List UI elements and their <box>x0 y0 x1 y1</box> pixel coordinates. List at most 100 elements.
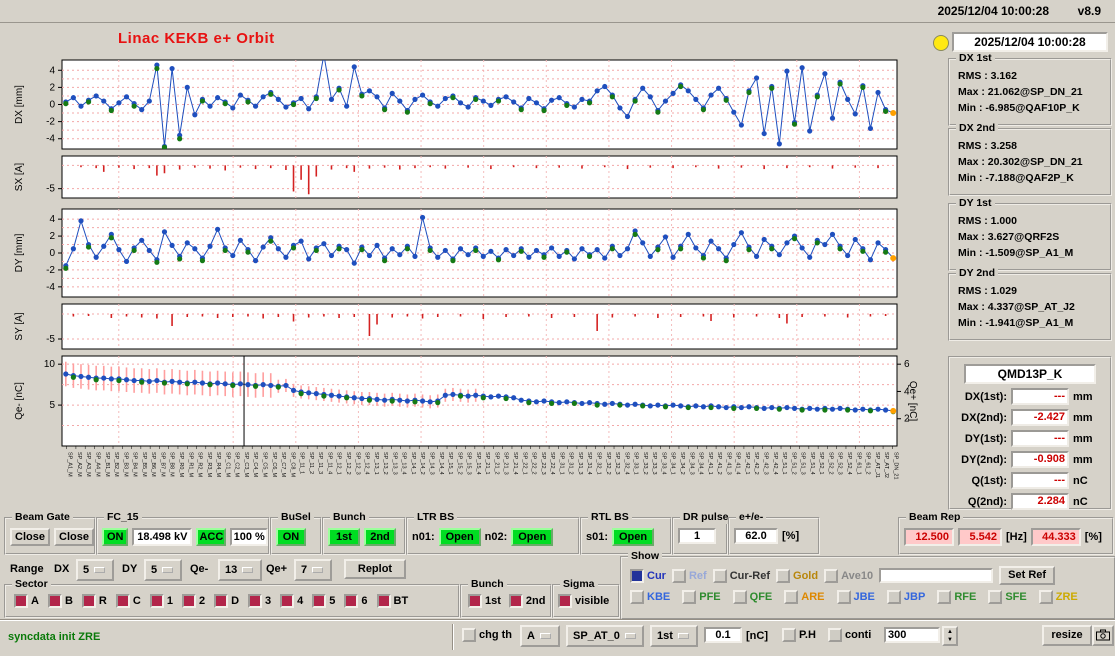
show-checkbox-gold[interactable]: Gold <box>776 568 818 583</box>
chg-th-checkbox[interactable]: chg th <box>462 628 512 642</box>
stat-rms: RMS : 1.029 <box>958 285 1017 297</box>
checkbox-label: 1st <box>485 595 501 607</box>
show-checkbox-sfe[interactable]: SFE <box>988 590 1027 604</box>
checkbox-indicator <box>115 594 130 608</box>
checkbox-indicator <box>712 568 727 583</box>
bpm-select[interactable]: SP_AT_0 <box>566 625 644 647</box>
readout-value: --- <box>1011 430 1069 447</box>
show-checkbox-qfe[interactable]: QFE <box>732 590 772 604</box>
show-checkbox-rfe[interactable]: RFE <box>937 590 976 604</box>
svg-text:SP_41_2: SP_41_2 <box>716 452 722 475</box>
show-checkbox-cur-ref[interactable]: Cur-Ref <box>712 568 770 583</box>
checkbox-indicator <box>630 568 644 583</box>
sector-checkbox-4[interactable]: 4 <box>280 594 303 608</box>
sector-checkbox-3[interactable]: 3 <box>248 594 271 608</box>
svg-text:SX [A]: SX [A] <box>14 163 25 192</box>
ph-checkbox[interactable]: P.H <box>782 628 816 642</box>
dr-pulse-input[interactable] <box>678 528 716 544</box>
bunch-1st-button[interactable]: 1st <box>328 528 360 546</box>
ltr-n01-open-button[interactable]: Open <box>438 528 481 546</box>
ltr-bs-title: LTR BS <box>414 511 458 524</box>
beam-rep-title: Beam Rep <box>906 511 964 524</box>
checkbox-indicator <box>181 594 196 608</box>
show-checkbox-pfe[interactable]: PFE <box>682 590 721 604</box>
bunch-order-value: 1st <box>657 630 673 642</box>
sector-checkbox-a[interactable]: A <box>14 594 39 608</box>
busel-on-button[interactable]: ON <box>276 528 306 546</box>
checkbox-label: BT <box>393 595 409 607</box>
checkbox-indicator <box>47 594 62 608</box>
beam-gate-close-2-button[interactable]: Close <box>54 528 94 546</box>
checkbox-indicator <box>784 590 799 604</box>
svg-text:SP_11_3: SP_11_3 <box>317 452 323 474</box>
fc15-group: FC_15 ON 18.498 kV ACC 100 % <box>96 511 270 555</box>
status-message: syncdata init ZRE <box>8 631 101 643</box>
sector-checkbox-b[interactable]: B <box>47 594 73 608</box>
option-menu-bar-icon <box>677 633 689 639</box>
bunch-checkbox-1st[interactable]: 1st <box>468 594 501 608</box>
bunch-2nd-button[interactable]: 2nd <box>364 528 396 546</box>
checkbox-label: Cur <box>647 569 666 582</box>
sector-checkbox-2[interactable]: 2 <box>181 594 205 608</box>
show-checkbox-zre[interactable]: ZRE <box>1038 590 1078 604</box>
range-qem-select[interactable]: 13 <box>218 559 262 581</box>
svg-text:SP_C5_M: SP_C5_M <box>261 452 267 477</box>
set-ref-button[interactable]: Set Ref <box>999 566 1056 585</box>
sector-checkbox-c[interactable]: C <box>115 594 141 608</box>
sector-a-select[interactable]: A <box>520 625 560 647</box>
range-dx-select[interactable]: 5 <box>76 559 114 581</box>
svg-text:SP_C7_M: SP_C7_M <box>280 452 286 477</box>
bunch-checkbox-2nd[interactable]: 2nd <box>508 594 545 608</box>
checkbox-label: R <box>98 595 107 607</box>
sigma-checkbox-visible[interactable]: visible <box>558 594 609 608</box>
show-checkbox-ref[interactable]: Ref <box>671 568 707 583</box>
svg-text:SP_13_1: SP_13_1 <box>373 452 379 475</box>
eplus-eminus-input[interactable] <box>734 528 778 544</box>
svg-text:4: 4 <box>904 386 910 397</box>
show-checkbox-ave10[interactable]: Ave10 <box>824 568 873 583</box>
sector-group: Sector A B R C 1 2 D 3 4 5 6 BT <box>4 578 460 618</box>
replot-button[interactable]: Replot <box>344 559 406 579</box>
bunch-order-select[interactable]: 1st <box>650 625 698 647</box>
show-checkbox-jbe[interactable]: JBE <box>836 590 875 604</box>
svg-text:SP_33_2: SP_33_2 <box>642 452 648 475</box>
sector-checkbox-d[interactable]: D <box>214 594 239 608</box>
show-checkbox-jbp[interactable]: JBP <box>886 590 925 604</box>
sector-checkbox-bt[interactable]: BT <box>376 594 409 608</box>
snapshot-button[interactable] <box>1092 625 1114 646</box>
set-ref-input[interactable] <box>879 568 994 583</box>
checkbox-label: A <box>31 595 39 607</box>
threshold-input[interactable] <box>704 627 742 643</box>
readout-panel: QMD13P_K DX(1st): --- mm DX(2nd): -2.427 mm DY… <box>948 356 1112 510</box>
sector-checkbox-1[interactable]: 1 <box>149 594 173 608</box>
stat-max: Max : 4.337@SP_AT_J2 <box>958 301 1075 313</box>
resize-button[interactable]: resize <box>1042 625 1092 646</box>
count-spinner[interactable]: ▲ ▼ <box>942 626 958 646</box>
sector-checkbox-6[interactable]: 6 <box>344 594 368 608</box>
threshold-unit-label: [nC] <box>746 630 768 642</box>
svg-text:SP_21_3: SP_21_3 <box>503 452 509 475</box>
stat-rms: RMS : 3.162 <box>958 70 1017 82</box>
range-qep-select[interactable]: 7 <box>294 559 332 581</box>
rtl-s01-open-button[interactable]: Open <box>612 528 655 546</box>
sector-title: Sector <box>12 578 51 591</box>
show-checkbox-kbe[interactable]: KBE <box>630 590 670 604</box>
svg-text:SP_AT_J2: SP_AT_J2 <box>883 452 889 478</box>
sector-checkbox-5[interactable]: 5 <box>312 594 335 608</box>
count-input[interactable] <box>884 627 940 643</box>
svg-text:SP_22_3: SP_22_3 <box>540 452 546 475</box>
fc15-on-button[interactable]: ON <box>102 528 129 546</box>
conti-checkbox[interactable]: conti <box>828 628 871 642</box>
busel-title: BuSel <box>278 511 314 524</box>
readout-rows: DX(1st): --- mm DX(2nd): -2.427 mm DY(1st): ---… <box>950 388 1110 510</box>
show-checkbox-are[interactable]: ARE <box>784 590 825 604</box>
svg-text:SP_61_2: SP_61_2 <box>865 452 871 475</box>
svg-text:10: 10 <box>44 359 56 370</box>
show-checkbox-cur[interactable]: Cur <box>630 568 666 583</box>
range-dy-select[interactable]: 5 <box>144 559 182 581</box>
fc15-acc-button[interactable]: ACC <box>196 528 227 546</box>
beam-gate-close-1-button[interactable]: Close <box>10 528 50 546</box>
ltr-n02-open-button[interactable]: Open <box>511 528 554 546</box>
sector-checkbox-r[interactable]: R <box>81 594 107 608</box>
